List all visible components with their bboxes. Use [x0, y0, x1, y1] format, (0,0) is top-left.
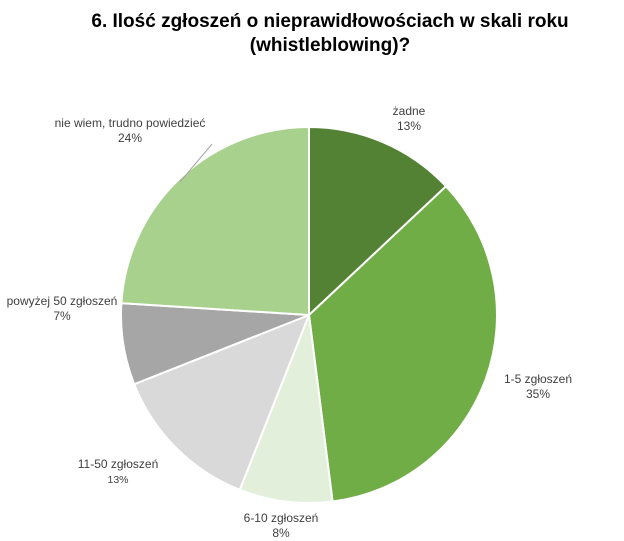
slice-label-name: 1-5 zgłoszeń — [504, 372, 572, 386]
slice-label-3: 6-10 zgłoszeń 8% — [244, 511, 319, 540]
slice-label-value: 8% — [272, 526, 290, 540]
pie-slice-1 — [308, 125, 448, 318]
leader-line-6 — [179, 143, 213, 183]
slice-label-value: 24% — [118, 131, 142, 145]
pie-slice-4 — [132, 313, 311, 492]
slice-label-5: powyżej 50 zgłoszeń 7% — [7, 294, 118, 323]
pie-slice-6 — [120, 125, 310, 317]
slice-label-name: powyżej 50 zgłoszeń — [7, 294, 118, 308]
slice-label-name: 11-50 zgłoszeń — [78, 457, 159, 471]
slice-label-name: nie wiem, trudno powiedzieć — [55, 116, 206, 130]
leader-lines — [179, 143, 213, 183]
slice-label-value: 13% — [397, 119, 421, 133]
slice-label-name: żadne — [393, 104, 426, 118]
pie-slices — [120, 125, 498, 504]
slice-labels: żadne 13%1-5 zgłoszeń 35%6-10 zgłoszeń 8%11… — [7, 104, 572, 540]
slice-label-name: 6-10 zgłoszeń — [244, 511, 319, 525]
chart-title: 6. Ilość zgłoszeń o nieprawidłowościach … — [60, 10, 600, 58]
slice-label-2: 1-5 zgłoszeń 35% — [504, 372, 572, 401]
pie-slice-3 — [238, 314, 334, 504]
pie-slice-2 — [307, 184, 498, 503]
chart-title-line-1: 6. Ilość zgłoszeń o nieprawidłowościach … — [91, 11, 569, 32]
slice-label-6: nie wiem, trudno powiedzieć 24% — [55, 116, 206, 145]
slice-label-value: 13% — [107, 474, 128, 486]
slice-label-1: żadne 13% — [393, 104, 426, 133]
slice-label-value: 35% — [526, 387, 550, 401]
chart-title-line-2: (whistleblowing)? — [249, 35, 411, 56]
slice-label-4: 11-50 zgłoszeń 13% — [78, 457, 159, 486]
slice-label-value: 7% — [53, 309, 71, 323]
